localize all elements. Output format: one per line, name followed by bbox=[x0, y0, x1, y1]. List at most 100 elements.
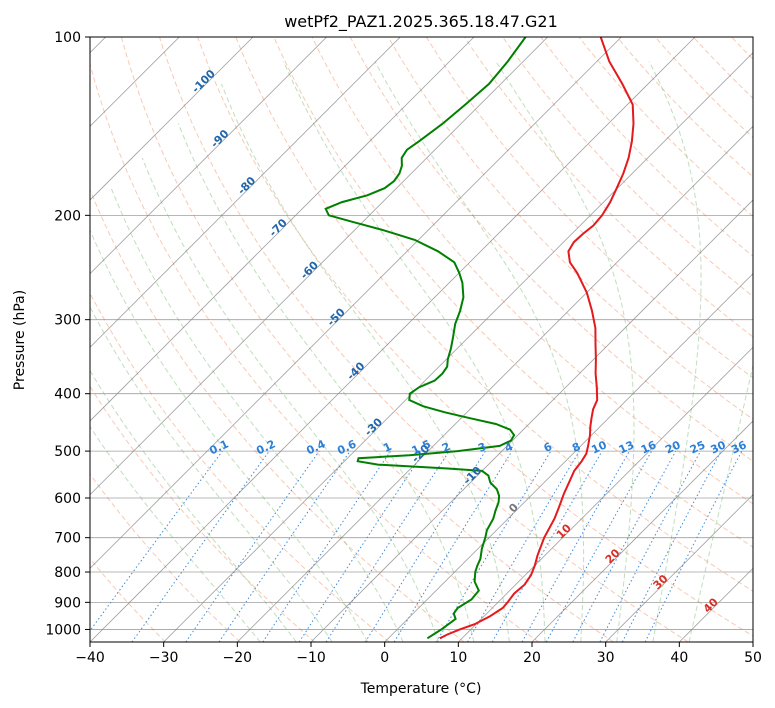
mixing-ratio-label: 4 bbox=[503, 440, 516, 455]
isotherm-line bbox=[90, 37, 401, 348]
moist-adiabat-line bbox=[374, 61, 585, 642]
mixing-ratio-line bbox=[621, 450, 722, 642]
mixing-ratio-line bbox=[545, 450, 653, 642]
dry-adiabat-label: -80 bbox=[235, 174, 258, 197]
mixing-ratio-label: 10 bbox=[589, 438, 609, 456]
dry-adiabat-line bbox=[540, 37, 753, 257]
moist-adiabat-line bbox=[688, 362, 753, 642]
dry-adiabat-line bbox=[349, 37, 753, 462]
mixing-ratio-label: 36 bbox=[729, 438, 749, 456]
moist-adiabat-line bbox=[283, 61, 546, 642]
mixing-ratio-label: 30 bbox=[708, 438, 728, 456]
dry-adiabat-line bbox=[90, 62, 540, 642]
isotherm-line bbox=[90, 37, 548, 496]
mixing-ratio-line bbox=[467, 450, 580, 642]
y-axis: 100 200 300 400 500 600 700 800 900 1000 bbox=[45, 30, 90, 638]
y-tick-label: 900 bbox=[54, 595, 81, 611]
moist-adiabat-line bbox=[177, 123, 475, 642]
isotherm-line bbox=[752, 641, 753, 642]
mixing-ratio-label: 0.4 bbox=[304, 437, 327, 457]
isotherm-line bbox=[163, 52, 753, 642]
dry-adiabat-label: 40 bbox=[701, 595, 721, 615]
dry-adiabat-line bbox=[387, 37, 753, 420]
mixing-ratio-label: 16 bbox=[639, 438, 659, 456]
y-tick-label: 600 bbox=[54, 491, 81, 507]
dry-adiabat-line bbox=[235, 37, 753, 592]
dry-adiabat-label: 30 bbox=[651, 572, 671, 592]
isotherm-line bbox=[310, 199, 753, 642]
x-tick-label: 0 bbox=[380, 650, 389, 666]
background-lines bbox=[90, 37, 775, 642]
moist-adiabat-line bbox=[110, 188, 404, 642]
dry-adiabat-label: -100 bbox=[189, 67, 218, 96]
y-tick-label: 400 bbox=[54, 387, 81, 403]
x-tick-label: 50 bbox=[744, 650, 762, 666]
isotherm-line bbox=[90, 37, 327, 275]
mixing-ratio-label: 13 bbox=[617, 438, 636, 456]
temperature-trace bbox=[439, 37, 635, 640]
moist-adiabat-line bbox=[648, 61, 702, 642]
mixing-ratio-label: 0.1 bbox=[207, 437, 230, 457]
x-tick-label: 20 bbox=[523, 650, 541, 666]
dry-adiabat-line bbox=[90, 188, 465, 642]
dry-adiabat-line bbox=[464, 37, 753, 338]
dry-adiabat-line bbox=[90, 385, 316, 642]
dry-adiabat-line bbox=[273, 37, 753, 548]
x-tick-label: −30 bbox=[149, 650, 179, 666]
mixing-ratio-label: 0.6 bbox=[335, 437, 358, 457]
dry-adiabat-label: -70 bbox=[267, 216, 290, 239]
x-tick-label: 10 bbox=[449, 650, 467, 666]
x-tick-label: −10 bbox=[296, 650, 326, 666]
dry-adiabat-line bbox=[120, 37, 614, 642]
chart-title: wetPf2_PAZ1.2025.365.18.47.G21 bbox=[284, 12, 558, 32]
isotherm-line bbox=[90, 37, 475, 422]
mixing-ratio-label: 25 bbox=[688, 438, 707, 456]
mixing-ratio-label: 8 bbox=[570, 440, 582, 455]
isotherm-line bbox=[237, 125, 753, 642]
moist-adiabat-line bbox=[90, 305, 333, 642]
dry-adiabat-line bbox=[425, 37, 753, 379]
y-axis-label: Pressure (hPa) bbox=[12, 290, 28, 390]
mixing-ratio-label: 20 bbox=[663, 438, 683, 456]
isotherm-line bbox=[90, 37, 622, 569]
dry-adiabat-line bbox=[90, 473, 241, 642]
y-tick-label: 1000 bbox=[45, 622, 81, 638]
mixing-ratio-line bbox=[364, 450, 486, 642]
isotherm-line bbox=[384, 273, 753, 642]
moist-adiabat-line bbox=[90, 425, 261, 642]
mixing-ratio-line bbox=[491, 450, 603, 642]
dry-adiabat-label: 10 bbox=[554, 521, 574, 541]
dry-adiabat-line bbox=[90, 292, 390, 642]
dry-adiabat-label: -30 bbox=[362, 415, 385, 438]
x-axis-label: Temperature (°C) bbox=[360, 681, 482, 697]
data-traces bbox=[324, 37, 635, 640]
mixing-ratio-line bbox=[218, 450, 351, 642]
y-tick-label: 200 bbox=[54, 208, 81, 224]
mixing-ratio-label: 0.2 bbox=[254, 437, 277, 457]
dry-adiabat-line bbox=[654, 37, 753, 139]
dewpoint-trace bbox=[324, 37, 527, 640]
y-tick-label: 300 bbox=[54, 313, 81, 329]
dry-adiabat-line bbox=[692, 37, 753, 99]
mixing-ratio-line bbox=[572, 450, 677, 642]
mixing-ratio-line bbox=[90, 450, 223, 632]
x-tick-label: −40 bbox=[75, 650, 105, 666]
mixing-ratio-label: 1 bbox=[381, 440, 393, 455]
moist-adiabat-line bbox=[495, 61, 635, 642]
isotherm-line bbox=[605, 494, 753, 642]
plot-frame bbox=[89, 36, 754, 643]
y-tick-label: 800 bbox=[54, 565, 81, 581]
isotherm-line bbox=[90, 37, 696, 642]
isotherm-line bbox=[531, 420, 753, 642]
dry-adiabat-label: -10 bbox=[461, 464, 484, 487]
mixing-ratio-line bbox=[325, 450, 450, 642]
mixing-ratio-line bbox=[521, 450, 630, 642]
dry-adiabat-line bbox=[770, 37, 775, 642]
isotherm-line bbox=[458, 346, 753, 642]
x-tick-label: 30 bbox=[597, 650, 615, 666]
mixing-ratio-line bbox=[131, 450, 270, 642]
dry-adiabat-label: -50 bbox=[325, 305, 348, 328]
isotherm-line bbox=[90, 37, 254, 201]
mixing-ratio-line bbox=[298, 450, 425, 642]
